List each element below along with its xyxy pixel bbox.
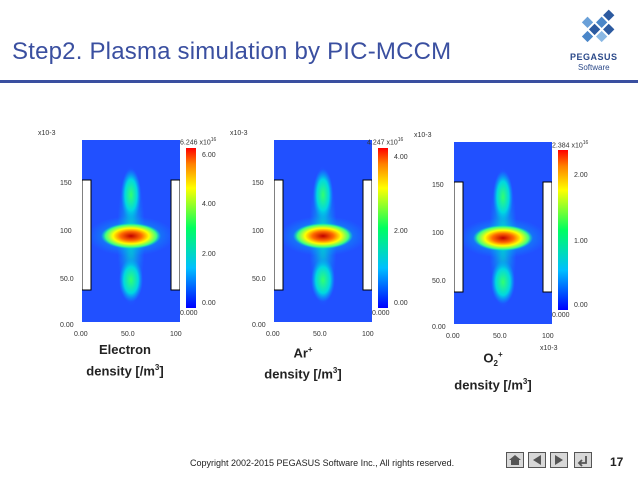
colorbar-min: 0.000	[372, 310, 390, 317]
colorbar	[378, 148, 388, 308]
y-tick: 50.0	[60, 276, 74, 283]
y-tick: 0.00	[432, 324, 446, 331]
previous-slide-button[interactable]	[528, 452, 546, 468]
colorbar-max: 2.384 x1016	[552, 140, 589, 150]
argon-ion-density-plot: x10-3 150 100 50.0 0.00 0.00 50.0 100 4.…	[222, 126, 422, 341]
colorbar-max: 6.246 x1016	[180, 137, 217, 147]
x-tick: 50.0	[493, 333, 507, 340]
x-tick: 0.00	[446, 333, 460, 340]
logo-subtitle: Software	[578, 63, 610, 72]
colorbar-max: 4.247 x1016	[367, 137, 404, 147]
density-map	[274, 140, 372, 322]
x-axis-exponent: x10-3	[540, 345, 558, 352]
y-tick: 0.00	[60, 322, 74, 329]
colorbar-min: 0.000	[180, 310, 198, 317]
y-tick: 50.0	[432, 278, 446, 285]
copyright-footer: Copyright 2002-2015 PEGASUS Software Inc…	[190, 458, 455, 468]
colorbar-tick: 2.00	[574, 172, 588, 179]
x-tick: 0.00	[266, 331, 280, 338]
y-tick: 50.0	[252, 276, 266, 283]
page-number: 17	[610, 455, 624, 469]
slide-title: Step2. Plasma simulation by PIC-MCCM	[12, 38, 452, 65]
colorbar-tick: 0.00	[574, 302, 588, 309]
y-tick: 150	[432, 182, 444, 189]
logo-name: PEGASUS	[570, 52, 618, 62]
title-divider	[0, 80, 638, 83]
x-tick: 100	[362, 331, 374, 338]
density-map	[454, 142, 552, 324]
y-tick: 100	[60, 228, 72, 235]
colorbar-tick: 6.00	[202, 152, 216, 159]
next-slide-button[interactable]	[550, 452, 568, 468]
electron-density-plot: x10-3 150 100 50.0 0.00 0.00 50.0 100 6.…	[30, 126, 230, 341]
home-icon	[509, 455, 521, 465]
y-tick: 100	[252, 228, 264, 235]
y-axis-exponent: x10-3	[38, 130, 56, 137]
home-button[interactable]	[506, 452, 524, 468]
x-tick: 0.00	[74, 331, 88, 338]
return-button[interactable]	[574, 452, 592, 468]
colorbar-tick: 0.00	[394, 300, 408, 307]
x-tick: 50.0	[313, 331, 327, 338]
colorbar-tick: 1.00	[574, 238, 588, 245]
y-tick: 150	[252, 180, 264, 187]
colorbar-tick: 2.00	[202, 251, 216, 258]
colorbar-tick: 2.00	[394, 228, 408, 235]
return-icon	[577, 456, 587, 467]
x-tick: 50.0	[121, 331, 135, 338]
y-axis-exponent: x10-3	[230, 130, 248, 137]
y-tick: 150	[60, 180, 72, 187]
x-tick: 100	[170, 331, 182, 338]
colorbar-min: 0.000	[552, 312, 570, 319]
colorbar-tick: 0.00	[202, 300, 216, 307]
y-tick: 100	[432, 230, 444, 237]
y-tick: 0.00	[252, 322, 266, 329]
density-map	[82, 140, 180, 322]
colorbar	[186, 148, 196, 308]
oxygen-caption: O2+ density [/m3]	[454, 350, 532, 393]
colorbar-tick: 4.00	[202, 201, 216, 208]
argon-caption: Ar+ density [/m3]	[264, 345, 342, 382]
pegasus-logo-icon	[581, 9, 615, 43]
y-axis-exponent: x10-3	[414, 132, 432, 139]
colorbar	[558, 150, 568, 310]
oxygen-ion-density-plot: x10-3 150 100 50.0 0.00 0.00 50.0 100 2.…	[402, 128, 602, 352]
next-icon	[555, 455, 563, 465]
colorbar-tick: 4.00	[394, 154, 408, 161]
x-tick: 100	[542, 333, 554, 340]
prev-icon	[533, 455, 541, 465]
electron-caption: Electron density [/m3]	[86, 342, 164, 379]
